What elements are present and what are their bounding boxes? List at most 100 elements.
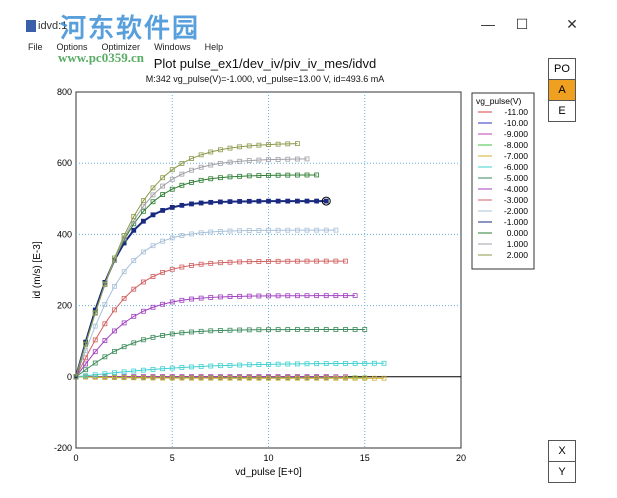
data-point xyxy=(169,186,175,192)
data-point xyxy=(304,227,310,233)
data-point xyxy=(169,331,175,337)
menu-help[interactable]: Help xyxy=(204,42,224,52)
data-point xyxy=(189,329,194,335)
data-point xyxy=(150,334,156,340)
close-button[interactable]: ✕ xyxy=(566,16,578,32)
data-point xyxy=(150,185,156,191)
data-point xyxy=(179,233,185,238)
data-point xyxy=(92,360,98,366)
data-point xyxy=(227,159,233,165)
data-point xyxy=(131,340,137,346)
data-point xyxy=(294,141,300,147)
data-point xyxy=(266,361,271,367)
data-point xyxy=(275,141,281,147)
data-point xyxy=(169,266,175,272)
legend-item: -9.000 xyxy=(504,129,528,139)
y-tick-label: 0 xyxy=(67,372,72,382)
data-point xyxy=(208,176,214,182)
data-point xyxy=(256,362,262,367)
data-point xyxy=(314,227,320,233)
menu-optimizer[interactable]: Optimizer xyxy=(101,42,141,52)
data-point xyxy=(217,328,223,333)
data-point xyxy=(208,260,214,266)
marker-info: M:342 vg_pulse(V)=-1.000, vd_pulse=13.00… xyxy=(145,74,385,84)
data-point xyxy=(237,144,243,150)
data-point xyxy=(121,375,127,381)
legend-item: -2.000 xyxy=(504,206,528,216)
x-button[interactable]: X xyxy=(548,440,576,462)
data-point xyxy=(169,299,175,305)
data-point xyxy=(189,263,194,268)
data-point xyxy=(237,199,243,204)
data-point xyxy=(73,374,79,380)
data-point xyxy=(140,279,146,285)
e-button[interactable]: E xyxy=(548,100,576,122)
menu-bar: File Options Optimizer Windows Help xyxy=(28,42,223,52)
data-point xyxy=(246,375,252,381)
data-point xyxy=(131,227,137,233)
data-point xyxy=(160,269,166,275)
data-point xyxy=(217,199,223,205)
data-point xyxy=(189,375,194,381)
data-point xyxy=(343,375,348,381)
data-point xyxy=(333,227,339,233)
data-point xyxy=(237,228,243,234)
data-point xyxy=(237,259,243,265)
y-button[interactable]: Y xyxy=(548,461,576,483)
data-point xyxy=(362,375,368,381)
data-point xyxy=(256,375,262,381)
data-point xyxy=(323,227,329,233)
data-point xyxy=(285,293,291,299)
maximize-button[interactable]: ☐ xyxy=(515,16,529,32)
menu-options[interactable]: Options xyxy=(56,42,88,52)
data-point xyxy=(131,213,137,219)
x-tick-label: 5 xyxy=(170,453,175,463)
data-point xyxy=(140,208,146,214)
data-point xyxy=(160,208,166,213)
minimize-button[interactable]: — xyxy=(481,16,495,32)
legend-item: -6.000 xyxy=(504,162,528,172)
data-point xyxy=(266,157,271,163)
data-point xyxy=(217,160,223,166)
legend-item: -10.00 xyxy=(504,118,528,128)
data-point xyxy=(92,372,98,378)
data-point xyxy=(112,307,117,313)
data-point xyxy=(294,198,300,204)
data-point xyxy=(121,233,127,238)
data-point xyxy=(343,258,348,264)
data-point xyxy=(323,198,329,204)
data-point xyxy=(343,293,348,299)
menu-file[interactable]: File xyxy=(28,42,43,52)
data-point xyxy=(131,258,137,263)
x-tick-label: 15 xyxy=(360,453,370,463)
data-point xyxy=(179,297,185,303)
data-point xyxy=(275,293,281,299)
data-point xyxy=(314,293,320,299)
data-point xyxy=(323,293,329,299)
y-tick-label: 800 xyxy=(57,87,72,97)
data-point xyxy=(102,302,108,307)
data-point xyxy=(227,327,233,333)
data-point xyxy=(121,344,127,350)
window-title: idvd:1 xyxy=(38,20,68,32)
data-point xyxy=(227,294,233,299)
data-point xyxy=(314,258,320,264)
data-point xyxy=(333,327,339,332)
legend-item: 2.000 xyxy=(507,250,529,260)
data-point xyxy=(198,375,204,381)
data-point xyxy=(160,301,166,307)
data-point xyxy=(112,255,117,261)
series-line--3.000 xyxy=(75,260,346,378)
data-point xyxy=(189,201,194,207)
x-axis-label: vd_pulse [E+0] xyxy=(235,467,302,478)
menu-windows[interactable]: Windows xyxy=(154,42,191,52)
data-point xyxy=(362,327,368,332)
legend-item: -8.000 xyxy=(504,140,528,150)
legend-item: -3.000 xyxy=(504,195,528,205)
data-point xyxy=(275,227,281,233)
y-tick-label: 200 xyxy=(57,301,72,311)
data-point xyxy=(246,198,252,204)
data-point xyxy=(275,157,281,162)
data-point xyxy=(256,327,262,333)
